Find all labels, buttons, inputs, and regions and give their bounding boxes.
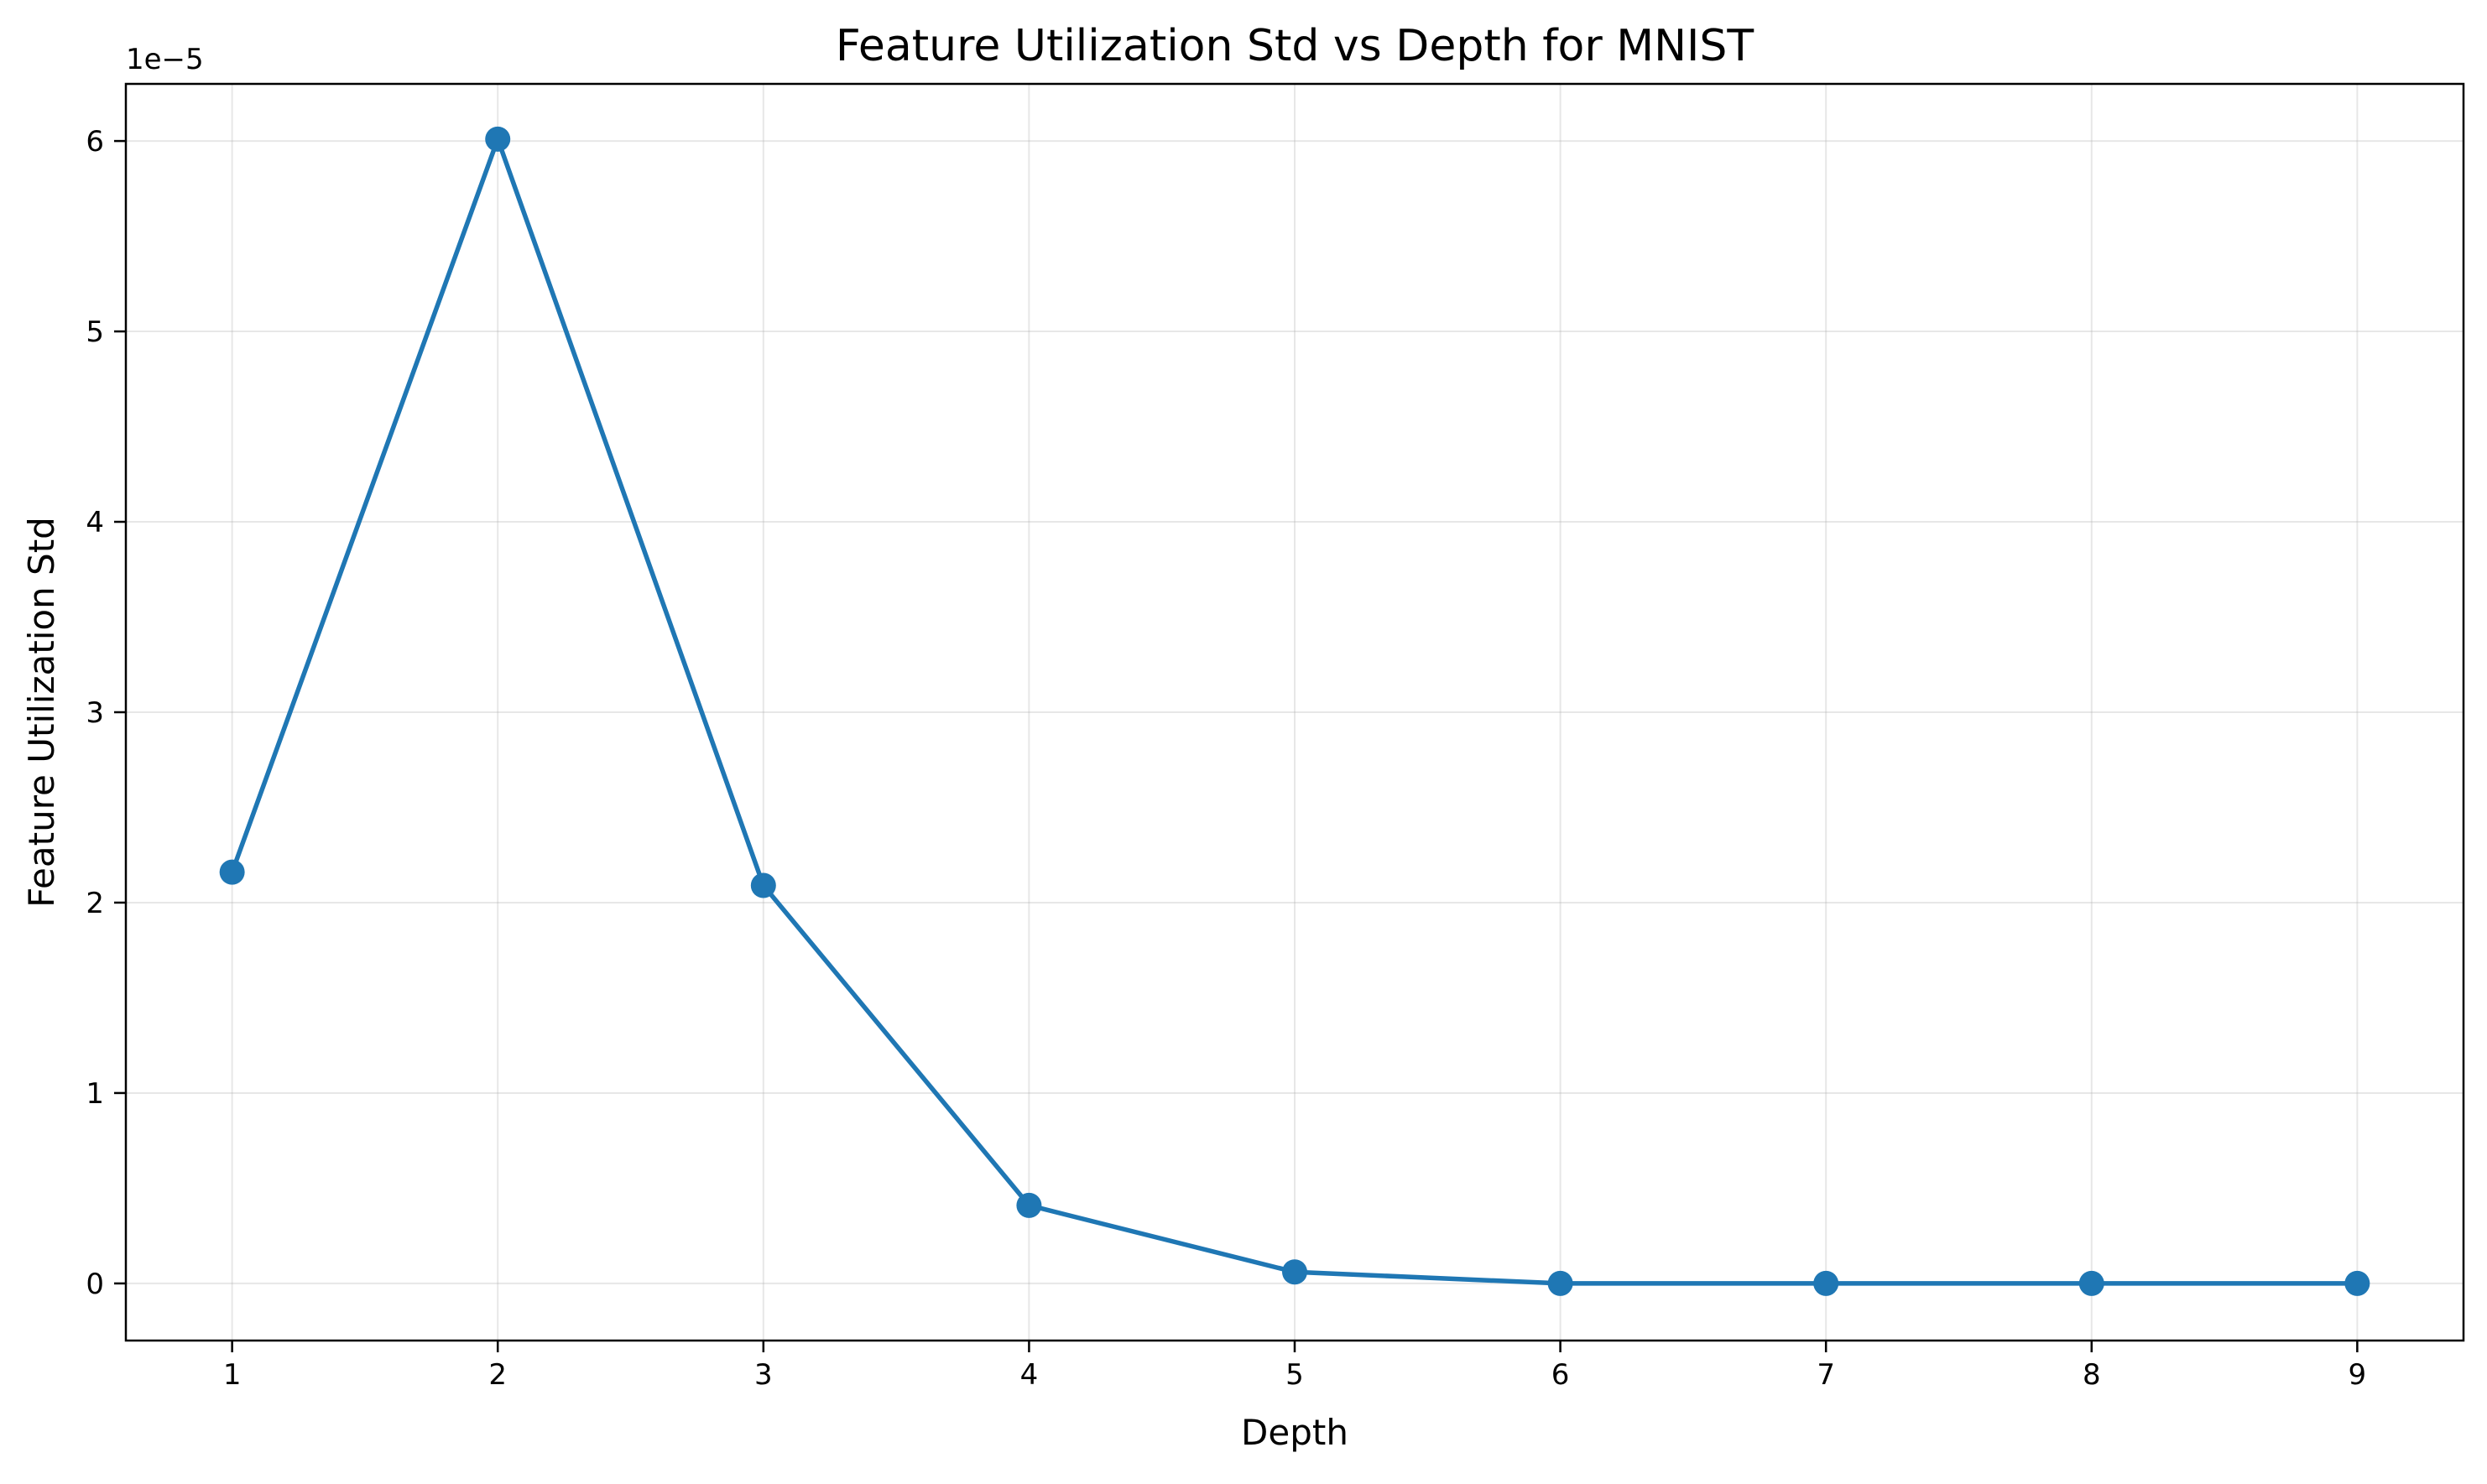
series-marker-layer [219,126,2370,1296]
x-tick-label: 8 [2083,1358,2101,1392]
x-tick-label: 7 [1817,1358,1835,1392]
chart-title: Feature Utilization Std vs Depth for MNI… [836,21,1754,71]
data-point [2078,1270,2104,1296]
x-axis-ticks: 1 2 3 4 5 6 7 8 9 [223,1341,2366,1392]
y-tick-label: 3 [86,696,104,730]
data-point [1282,1259,1307,1285]
data-point [1016,1192,1042,1218]
y-axis-ticks: 0 1 2 3 4 5 6 [86,125,126,1301]
y-tick-label: 1 [86,1077,104,1111]
data-point [2344,1270,2370,1296]
data-point [1547,1270,1573,1296]
x-tick-label: 2 [488,1358,507,1392]
data-point [219,859,245,885]
x-tick-label: 3 [754,1358,773,1392]
data-point [1813,1270,1839,1296]
x-tick-label: 5 [1285,1358,1304,1392]
x-tick-label: 9 [2349,1358,2367,1392]
x-axis-label: Depth [1241,1412,1348,1453]
y-tick-label: 2 [86,887,104,920]
x-tick-label: 4 [1020,1358,1039,1392]
y-axis-label: Feature Utilization Std [21,517,62,908]
data-point [750,872,776,898]
x-tick-label: 6 [1551,1358,1570,1392]
y-tick-label: 5 [86,315,104,349]
y-tick-label: 0 [86,1268,104,1301]
y-axis-offset-label: 1e−5 [126,43,204,76]
y-tick-label: 6 [86,125,104,159]
y-tick-label: 4 [86,506,104,539]
x-tick-label: 1 [223,1358,242,1392]
data-point [485,126,511,152]
